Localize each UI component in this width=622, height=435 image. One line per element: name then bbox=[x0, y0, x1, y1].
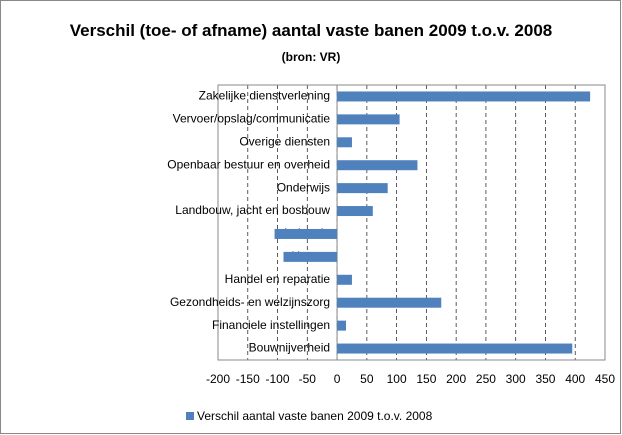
x-tick-label: -100 bbox=[266, 372, 290, 386]
chart-title: Verschil (toe- of afname) aantal vaste b… bbox=[69, 21, 553, 40]
bar bbox=[337, 274, 352, 285]
x-tick-label: -150 bbox=[236, 372, 260, 386]
legend-swatch bbox=[186, 412, 194, 420]
y-tick-label: Vervoer/opslag/communicatie bbox=[173, 112, 331, 126]
bar bbox=[283, 251, 338, 262]
bar bbox=[337, 91, 591, 102]
y-tick-label: Gezondheids- en welzijnszorg bbox=[170, 295, 330, 309]
x-tick-label: 50 bbox=[360, 372, 374, 386]
bar bbox=[337, 297, 442, 308]
bar bbox=[337, 160, 418, 171]
plot-border bbox=[217, 84, 606, 361]
y-tick-label: Onderwijs bbox=[277, 180, 330, 194]
y-tick-label: Overige diensten bbox=[239, 134, 330, 148]
x-tick-label: 200 bbox=[446, 372, 466, 386]
x-tick-label: -50 bbox=[299, 372, 317, 386]
x-tick-label: 350 bbox=[535, 372, 555, 386]
title-block: Verschil (toe- of afname) aantal vaste b… bbox=[60, 18, 562, 70]
y-tick-label: Bouwnijverheid bbox=[249, 341, 330, 355]
x-tick-label: 250 bbox=[476, 372, 496, 386]
x-tick-label: 150 bbox=[416, 372, 436, 386]
bar bbox=[274, 228, 338, 239]
legend-label: Verschil aantal vaste banen 2009 t.o.v. … bbox=[197, 409, 433, 423]
y-tick-label: Zakelijke dienstverlening bbox=[199, 89, 330, 103]
y-tick-label: Handel en reparatie bbox=[225, 272, 331, 286]
x-tick-label: 450 bbox=[595, 372, 615, 386]
x-tick-label: 300 bbox=[506, 372, 526, 386]
chart-subtitle: (bron: VR) bbox=[281, 50, 341, 64]
x-tick-label: 100 bbox=[387, 372, 407, 386]
bar bbox=[337, 343, 573, 354]
x-tick-label: 400 bbox=[565, 372, 585, 386]
x-tick-label: 0 bbox=[334, 372, 341, 386]
x-tick-label: -200 bbox=[206, 372, 230, 386]
bar bbox=[337, 206, 373, 217]
y-tick-label: Landbouw, jacht en bosbouw bbox=[175, 203, 330, 217]
bar bbox=[337, 320, 347, 331]
bar bbox=[337, 114, 400, 125]
bar bbox=[337, 183, 388, 194]
y-tick-label: Financiele instellingen bbox=[212, 318, 330, 332]
y-tick-label: Openbaar bestuur en overheid bbox=[167, 157, 330, 171]
bar bbox=[337, 137, 352, 148]
